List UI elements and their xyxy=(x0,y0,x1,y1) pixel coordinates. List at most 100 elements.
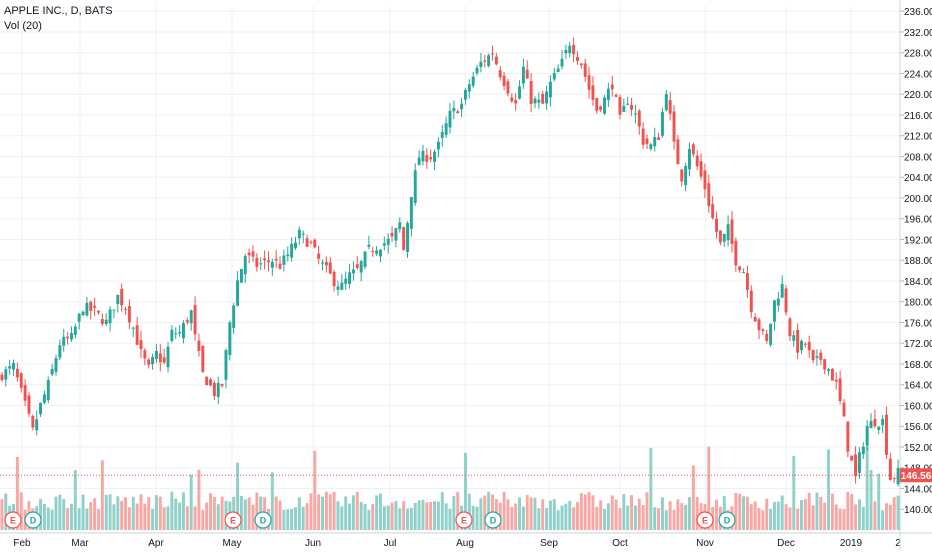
candle-body[interactable] xyxy=(494,56,498,65)
candle-body[interactable] xyxy=(757,319,761,331)
dividend-marker-icon[interactable] xyxy=(718,511,736,529)
candle-body[interactable] xyxy=(178,332,182,334)
candle-body[interactable] xyxy=(409,197,413,229)
candle-body[interactable] xyxy=(193,304,197,335)
candle-body[interactable] xyxy=(885,414,888,455)
candle-body[interactable] xyxy=(676,139,680,165)
candle-body[interactable] xyxy=(174,333,178,335)
candle-body[interactable] xyxy=(355,264,359,269)
candle-body[interactable] xyxy=(730,219,734,245)
candle-body[interactable] xyxy=(541,93,545,104)
candle-body[interactable] xyxy=(510,97,514,102)
candle-body[interactable] xyxy=(371,250,375,252)
candle-body[interactable] xyxy=(680,169,684,182)
candle-body[interactable] xyxy=(645,138,649,144)
candle-body[interactable] xyxy=(691,144,695,155)
candle-body[interactable] xyxy=(324,261,328,266)
candle-body[interactable] xyxy=(576,56,579,61)
candle-body[interactable] xyxy=(599,106,603,110)
candle-body[interactable] xyxy=(19,373,23,388)
candle-body[interactable] xyxy=(394,228,398,241)
candle-body[interactable] xyxy=(429,157,433,160)
candle-body[interactable] xyxy=(448,110,452,128)
candle-body[interactable] xyxy=(684,165,688,186)
candle-body[interactable] xyxy=(35,419,39,431)
candle-body[interactable] xyxy=(39,402,43,415)
candle-body[interactable] xyxy=(336,286,340,290)
candle-body[interactable] xyxy=(139,340,143,350)
earnings-marker-icon[interactable] xyxy=(4,511,22,529)
candle-body[interactable] xyxy=(672,111,676,142)
candle-body[interactable] xyxy=(228,322,232,355)
candle-body[interactable] xyxy=(158,353,162,363)
candle-body[interactable] xyxy=(166,346,170,368)
candle-body[interactable] xyxy=(545,91,549,104)
candle-body[interactable] xyxy=(854,454,858,476)
candle-body[interactable] xyxy=(23,385,27,401)
candle-body[interactable] xyxy=(699,161,703,177)
dividend-marker-icon[interactable] xyxy=(484,511,502,529)
candle-body[interactable] xyxy=(834,379,838,382)
candle-body[interactable] xyxy=(351,269,355,274)
candle-body[interactable] xyxy=(568,45,572,54)
candle-body[interactable] xyxy=(738,266,742,271)
candle-body[interactable] xyxy=(819,352,823,360)
candle-body[interactable] xyxy=(131,327,135,329)
candle-body[interactable] xyxy=(467,84,471,92)
candle-body[interactable] xyxy=(247,252,251,256)
candle-body[interactable] xyxy=(344,278,348,284)
candle-body[interactable] xyxy=(788,318,792,337)
candle-body[interactable] xyxy=(765,333,769,341)
candle-body[interactable] xyxy=(506,81,510,94)
candle-body[interactable] xyxy=(116,294,120,305)
candle-body[interactable] xyxy=(97,310,100,313)
candle-body[interactable] xyxy=(603,97,606,114)
candle-body[interactable] xyxy=(711,204,715,218)
earnings-marker-icon[interactable] xyxy=(696,511,714,529)
candle-body[interactable] xyxy=(587,75,591,90)
candle-body[interactable] xyxy=(112,309,116,311)
candle-body[interactable] xyxy=(286,254,290,257)
candle-body[interactable] xyxy=(402,227,406,250)
candle-body[interactable] xyxy=(73,326,77,335)
candle-body[interactable] xyxy=(772,300,776,322)
candle-body[interactable] xyxy=(463,90,467,100)
candle-body[interactable] xyxy=(367,244,371,247)
candle-body[interactable] xyxy=(653,137,657,147)
candle-body[interactable] xyxy=(359,261,363,273)
candle-body[interactable] xyxy=(216,382,220,397)
candle-body[interactable] xyxy=(154,350,158,360)
candle-body[interactable] xyxy=(452,107,456,112)
candle-body[interactable] xyxy=(498,70,502,78)
candle-body[interactable] xyxy=(803,343,807,345)
candle-body[interactable] xyxy=(664,93,668,111)
candle-body[interactable] xyxy=(579,63,583,66)
candle-body[interactable] xyxy=(375,250,379,254)
candle-body[interactable] xyxy=(205,376,209,386)
candle-body[interactable] xyxy=(15,368,19,378)
candle-body[interactable] xyxy=(8,366,12,369)
candle-body[interactable] xyxy=(93,305,97,308)
candle-body[interactable] xyxy=(282,255,286,265)
candle-body[interactable] xyxy=(143,350,147,359)
candle-body[interactable] xyxy=(784,288,788,313)
candle-body[interactable] xyxy=(440,132,444,138)
earnings-marker-icon[interactable] xyxy=(455,511,473,529)
candle-body[interactable] xyxy=(220,384,224,386)
candle-body[interactable] xyxy=(734,240,738,266)
candle-body[interactable] xyxy=(321,262,324,264)
candle-body[interactable] xyxy=(236,280,240,306)
candle-body[interactable] xyxy=(521,66,525,84)
candle-body[interactable] xyxy=(722,233,726,242)
candle-body[interactable] xyxy=(703,170,707,190)
candle-body[interactable] xyxy=(780,284,784,298)
candle-body[interactable] xyxy=(564,49,568,54)
candle-body[interactable] xyxy=(749,290,753,313)
candle-body[interactable] xyxy=(827,369,831,371)
candle-body[interactable] xyxy=(641,128,645,145)
candle-body[interactable] xyxy=(753,316,757,322)
candle-body[interactable] xyxy=(614,94,618,97)
candle-body[interactable] xyxy=(718,230,722,243)
